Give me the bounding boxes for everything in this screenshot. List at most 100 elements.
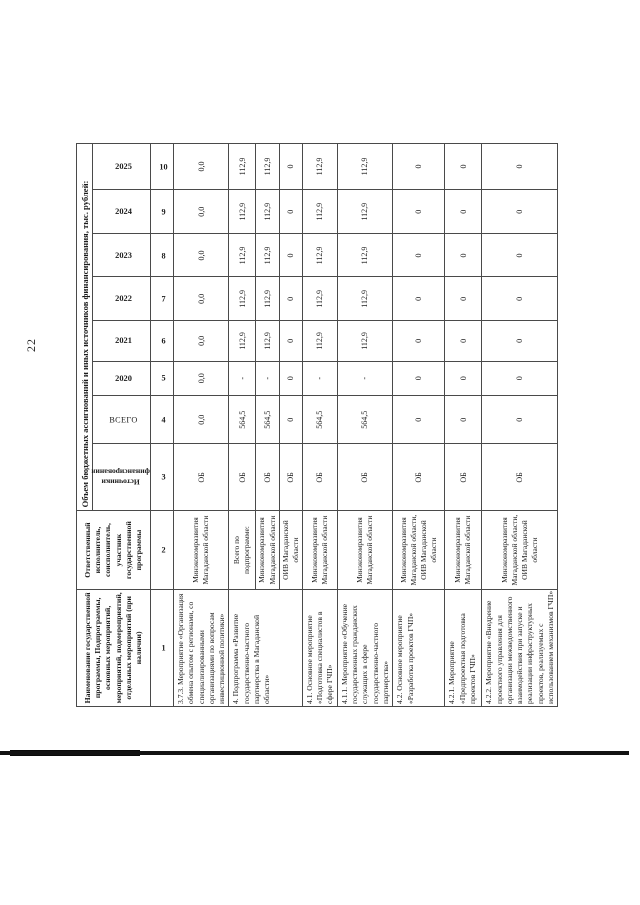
funding-source-cell: ОБ [173,443,229,511]
year-value-cell: 0 [392,320,445,362]
year-value-cell: 0 [481,189,558,234]
column-number-label: 5 [161,373,166,383]
year-value-cell: 112,9 [228,189,256,234]
col-header-name: Наименование государственной программы, … [76,589,151,707]
column-number-label: 4 [161,415,166,425]
year-value-cell: 0 [392,233,445,277]
year-value-cell: 112,9 [228,277,256,321]
year-value-cell: 112,9 [337,233,393,277]
col-header-total: ВСЕГО [92,395,151,444]
column-number-label: 7 [161,294,166,304]
year-value-cell: 0,0 [173,233,229,277]
column-number-cell: 6 [150,320,174,362]
executor-cell: Минэкономразвития Магаданской области [302,510,338,590]
year-value-cell: 0 [444,189,482,234]
executor-cell: ОИВ Магаданской области [279,510,303,590]
column-number-label: 9 [161,207,166,217]
year-value-cell: 0 [444,277,482,321]
year-value-cell: 0,0 [173,143,229,190]
total-value-cell: 564,5 [255,395,280,444]
scan-fold-line [0,751,629,755]
column-number-cell: 1 [150,589,174,707]
column-number-cell: 3 [150,443,174,511]
executor-cell: Всего по подпрограмме: [228,510,256,590]
measure-name-cell: 4.2.2. Мероприятие «Внедрение проектного… [481,589,558,707]
year-value-cell: 112,9 [255,143,280,190]
year-value-cell: 112,9 [302,320,338,362]
financing-span-header: Объем бюджетных ассигнований и иных исто… [76,143,93,511]
executor-cell: Минэкономразвития Магаданской области, О… [392,510,445,590]
col-header-executor: Ответственный исполнитель, соисполнитель… [76,510,151,590]
year-value-cell: 0 [279,277,303,321]
column-number-cell: 10 [150,143,174,190]
year-header-label: 2023 [114,250,132,260]
measure-name-cell: 3.7.3. Мероприятие «Организация обмена о… [173,589,229,707]
year-value-cell: 112,9 [255,233,280,277]
year-value-cell: 0 [444,143,482,190]
year-value-cell: 0 [392,189,445,234]
year-value-cell: 0 [444,233,482,277]
year-header: 2020 [92,361,151,396]
year-value-cell: - [255,361,280,396]
funding-source-cell: ОБ [392,443,445,511]
year-value-cell: - [228,361,256,396]
year-value-cell: 0 [279,361,303,396]
measure-name-cell: 4.1.1. Мероприятие «Обучение государстве… [337,589,393,707]
program-financing-table: Наименование государственной программы, … [76,143,559,707]
year-value-cell: 0,0 [173,361,229,396]
year-value-cell: 0 [444,361,482,396]
table-row: 3.7.3. Мероприятие «Организация обмена о… [173,143,229,707]
year-value-cell: 0 [279,233,303,277]
year-value-cell: 112,9 [337,320,393,362]
executor-cell: Минэкономразвития Магаданской области [173,510,229,590]
year-value-cell: - [302,361,338,396]
column-number-cell: 5 [150,361,174,396]
year-value-cell: 0 [481,143,558,190]
year-value-cell: 0,0 [173,277,229,321]
year-value-cell: 0 [481,320,558,362]
year-header: 2024 [92,189,151,234]
col-header-total-label: ВСЕГО [108,415,138,425]
total-value-cell: 0 [279,395,303,444]
year-value-cell: 112,9 [302,143,338,190]
total-value-cell: 0 [392,395,445,444]
executor-cell: Минэкономразвития Магаданской области, О… [481,510,558,590]
total-value-cell: 0 [481,395,558,444]
total-value-cell: 564,5 [337,395,393,444]
column-number-label: 1 [161,643,166,653]
funding-source-cell: ОБ [481,443,558,511]
table-row: 4.2. Основное мероприятие «Разработка пр… [392,143,445,707]
year-header-label: 2022 [114,294,132,304]
funding-source-cell: ОБ [444,443,482,511]
funding-source-cell: ОБ [228,443,256,511]
year-value-cell: 112,9 [337,143,393,190]
year-value-cell: 0 [279,189,303,234]
year-value-cell: 0,0 [173,320,229,362]
executor-cell: Минэкономразвития Магаданской области [255,510,280,590]
year-value-cell: 112,9 [255,320,280,362]
year-value-cell: 0 [392,143,445,190]
table-row: 4.2.1. Мероприятие «Предпроектная подгот… [444,143,482,707]
year-value-cell: 0 [481,361,558,396]
year-value-cell: 112,9 [228,320,256,362]
funding-source-cell: ОБ [337,443,393,511]
total-value-cell: 564,5 [228,395,256,444]
total-value-cell: 0,0 [173,395,229,444]
column-number-cell: 9 [150,189,174,234]
year-value-cell: - [337,361,393,396]
measure-name-cell: 4.2.1. Мероприятие «Предпроектная подгот… [444,589,482,707]
column-number-cell: 8 [150,233,174,277]
funding-source-cell: ОБ [302,443,338,511]
year-value-cell: 0 [481,233,558,277]
rotated-table-container: Наименование государственной программы, … [76,143,559,707]
page-number: 22 [24,338,38,352]
measure-name-cell: 4. Подпрограмма «Развитие государственно… [228,589,303,707]
year-value-cell: 0 [392,277,445,321]
year-header: 2023 [92,233,151,277]
measure-name-cell: 4.1. Основное мероприятие «Подготовка сп… [302,589,338,707]
year-header-label: 2020 [114,373,132,383]
column-number-label: 8 [161,250,166,260]
executor-cell: Минэкономразвития Магаданской области [337,510,393,590]
column-number-label: 6 [161,336,166,346]
